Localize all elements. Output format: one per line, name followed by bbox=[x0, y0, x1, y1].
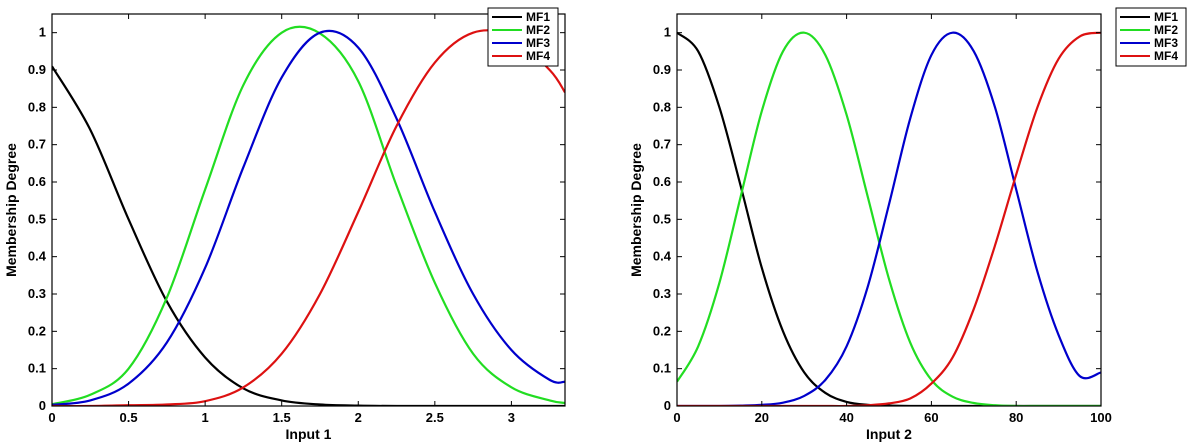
x-tick-label: 40 bbox=[839, 410, 853, 425]
series-line-mf3 bbox=[677, 31, 1101, 406]
legend-label-mf3: MF3 bbox=[526, 36, 550, 50]
y-tick-label: 0.3 bbox=[653, 286, 671, 301]
legend-label-mf2: MF2 bbox=[1154, 23, 1178, 37]
y-tick-label: 0.3 bbox=[28, 286, 46, 301]
x-tick-label: 3 bbox=[508, 410, 515, 425]
y-tick-label: 0.6 bbox=[653, 174, 671, 189]
plot-area-frame bbox=[51, 13, 566, 407]
y-tick-label: 0.8 bbox=[28, 99, 46, 114]
legend-label-mf3: MF3 bbox=[1154, 36, 1178, 50]
y-tick-label: 1 bbox=[39, 25, 46, 40]
y-tick-label: 0.9 bbox=[653, 62, 671, 77]
y-tick-label: 0.6 bbox=[28, 174, 46, 189]
chart-2: 0 0.1 0.2 0.3 0.4 0.5 0.6 0.7 0.8 0.9 1 0 20 40 60 80 10… bbox=[628, 7, 1187, 442]
y-tick-label: 0.9 bbox=[28, 62, 46, 77]
series-line-mf1 bbox=[52, 65, 565, 406]
y-tick-label: 0.5 bbox=[28, 211, 46, 226]
y-tick-label: 0.7 bbox=[653, 137, 671, 152]
legend-label-mf4: MF4 bbox=[526, 49, 550, 63]
y-tick-label: 0.7 bbox=[28, 137, 46, 152]
y-tick-label: 0.1 bbox=[653, 361, 671, 376]
legend-label-mf4: MF4 bbox=[1154, 49, 1178, 63]
series-line-mf3 bbox=[52, 29, 565, 406]
x-tick-label: 2 bbox=[355, 410, 362, 425]
y-tick-label: 0.2 bbox=[28, 323, 46, 338]
series-line-mf2 bbox=[677, 31, 1101, 406]
y-tick-label: 0.4 bbox=[28, 249, 47, 264]
x-tick-label: 1.5 bbox=[273, 410, 291, 425]
x-tick-label: 0.5 bbox=[120, 410, 138, 425]
legend-label-mf2: MF2 bbox=[526, 23, 550, 37]
y-tick-label: 0.4 bbox=[653, 249, 672, 264]
y-axis-label: Membership Degree bbox=[3, 143, 19, 277]
y-tick-label: 0 bbox=[664, 398, 671, 413]
x-tick-label: 100 bbox=[1090, 410, 1112, 425]
x-tick-label: 2.5 bbox=[426, 410, 444, 425]
x-tick-label: 20 bbox=[755, 410, 769, 425]
x-tick-label: 1 bbox=[202, 410, 209, 425]
y-tick-label: 0 bbox=[39, 398, 46, 413]
y-tick-label: 1 bbox=[664, 25, 671, 40]
x-axis-label: Input 2 bbox=[866, 426, 912, 442]
x-tick-label: 0 bbox=[673, 410, 680, 425]
series-line-mf2 bbox=[52, 25, 565, 406]
x-tick-label: 80 bbox=[1009, 410, 1023, 425]
y-tick-label: 0.1 bbox=[28, 361, 46, 376]
y-tick-label: 0.2 bbox=[653, 323, 671, 338]
x-axis-label: Input 1 bbox=[286, 426, 332, 442]
series-line-mf1 bbox=[677, 31, 1101, 406]
x-tick-label: 0 bbox=[48, 410, 55, 425]
y-axis-label: Membership Degree bbox=[628, 143, 644, 277]
legend-label-mf1: MF1 bbox=[1154, 10, 1178, 24]
chart-1: 0 0.1 0.2 0.3 0.4 0.5 0.6 0.7 0.8 0.9 1 0 0.5 1 1.5 2 2.… bbox=[3, 7, 566, 442]
plot-area-frame bbox=[676, 13, 1102, 407]
x-tick-label: 60 bbox=[924, 410, 938, 425]
y-tick-label: 0.8 bbox=[653, 99, 671, 114]
y-tick-label: 0.5 bbox=[653, 211, 671, 226]
series-line-mf4 bbox=[677, 31, 1101, 406]
legend-label-mf1: MF1 bbox=[526, 10, 550, 24]
